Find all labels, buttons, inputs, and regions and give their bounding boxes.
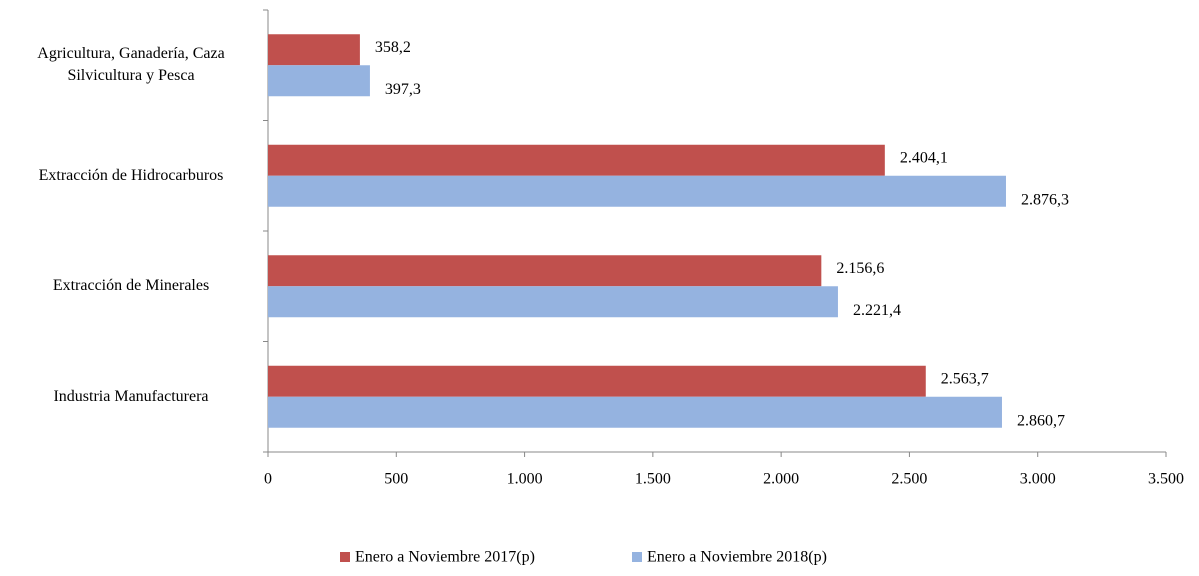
category-label: Extracción de Hidrocarburos (38, 166, 224, 184)
category-label: Industria Manufacturera (53, 387, 209, 405)
bar (268, 144, 885, 176)
bar (268, 255, 822, 287)
legend-swatch (632, 552, 642, 562)
legend-swatch (340, 552, 350, 562)
bar (268, 365, 926, 397)
value-label: 2.404,1 (900, 149, 948, 166)
value-label: 397,3 (385, 81, 421, 98)
x-tick-label: 3.000 (1020, 471, 1056, 488)
value-label: 2.156,6 (836, 260, 884, 277)
legend-label: Enero a Noviembre 2018(p) (647, 549, 827, 566)
bar (268, 65, 370, 97)
legend-label: Enero a Noviembre 2017(p) (355, 549, 535, 566)
bar (268, 286, 838, 318)
bar (268, 34, 360, 66)
x-tick-label: 1.000 (507, 471, 543, 488)
x-tick-label: 1.500 (635, 471, 671, 488)
value-label: 2.876,3 (1021, 191, 1069, 208)
value-label: 2.860,7 (1017, 412, 1065, 429)
x-tick-label: 3.500 (1148, 471, 1184, 488)
x-tick-label: 2.000 (763, 471, 799, 488)
x-tick-label: 2.500 (891, 471, 927, 488)
bar (268, 175, 1006, 207)
value-label: 2.563,7 (941, 370, 989, 387)
value-label: 358,2 (375, 39, 411, 56)
bar (268, 396, 1002, 428)
category-label: Extracción de Minerales (52, 277, 210, 295)
value-label: 2.221,4 (853, 302, 901, 319)
x-tick-label: 0 (264, 471, 272, 488)
category-label: Agricultura, Ganadería, Caza Silvicultur… (37, 45, 225, 85)
x-tick-label: 500 (384, 471, 408, 488)
